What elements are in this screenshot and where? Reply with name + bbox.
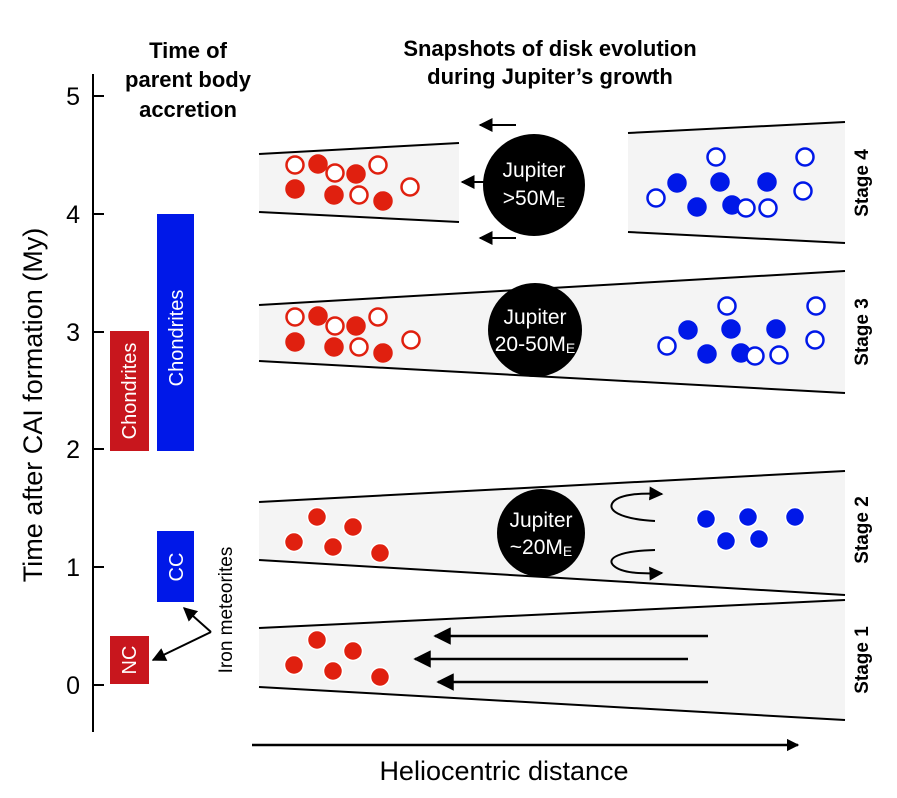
snapshot-header-line2: during Jupiter’s growth (427, 64, 673, 89)
stage4-red-dots (285, 154, 420, 211)
nc-bar (110, 636, 149, 684)
tick-label-4: 4 (66, 201, 80, 229)
stage3-jupiter-name: Jupiter (503, 306, 566, 329)
stage4-blue-dots (646, 147, 815, 218)
stage2-jupiter: Jupiter ~20ME (497, 489, 585, 577)
chondrites-red-label: Chondrites (119, 343, 141, 440)
cc-bar-label: CC (166, 553, 188, 582)
stage1-migration-arrows (413, 627, 708, 691)
stage4-jupiter: Jupiter >50ME (483, 134, 585, 236)
stage3-jupiter: Jupiter 20-50ME (488, 283, 582, 377)
iron-arrow-cc (182, 607, 212, 633)
stage2-deflection-arrows (610, 486, 664, 581)
chondrites-red-bar (110, 331, 149, 451)
iron-meteorites-label: Iron meteorites (216, 547, 237, 674)
stage3-label: Stage 3 (852, 298, 873, 366)
chondrites-blue-bar (157, 214, 194, 451)
snapshot-header-line1: Snapshots of disk evolution (403, 36, 696, 61)
tick-label-3: 3 (66, 319, 80, 347)
stage4-outer-disk (627, 121, 846, 244)
stage3-jupiter-mass: 20-50ME (495, 333, 576, 356)
stage2-blue-dots (695, 506, 806, 552)
stage2-jupiter-mass: ~20ME (510, 536, 572, 559)
tick-label-2: 2 (66, 436, 80, 464)
x-axis-title: Heliocentric distance (379, 756, 628, 786)
stage4-jupiter-mass: >50ME (503, 187, 565, 210)
tick-label-0: 0 (66, 672, 80, 700)
nc-bar-label: NC (119, 646, 141, 675)
iron-arrow-nc (151, 631, 212, 661)
chondrites-blue-label: Chondrites (166, 290, 188, 387)
stage2-jupiter-name: Jupiter (509, 509, 572, 532)
cc-bar (157, 531, 194, 602)
time-header-line1: Time of (149, 38, 228, 63)
y-axis-ticks (93, 95, 104, 686)
tick-label-1: 1 (66, 554, 80, 582)
stage4-jupiter-name: Jupiter (502, 159, 565, 182)
stage1-red-dots (283, 629, 391, 688)
stage2-red-dots (283, 506, 391, 564)
tick-label-5: 5 (66, 83, 80, 111)
stage4-label: Stage 4 (852, 149, 873, 217)
stage3-blue-dots (657, 296, 826, 366)
stage1-label: Stage 1 (852, 626, 873, 694)
time-header-line2: parent body (125, 67, 252, 92)
stage3-red-dots (285, 306, 421, 363)
y-axis-title: Time after CAI formation (My) (18, 228, 48, 583)
time-header-line3: accretion (139, 97, 237, 122)
stage2-label: Stage 2 (852, 496, 873, 564)
